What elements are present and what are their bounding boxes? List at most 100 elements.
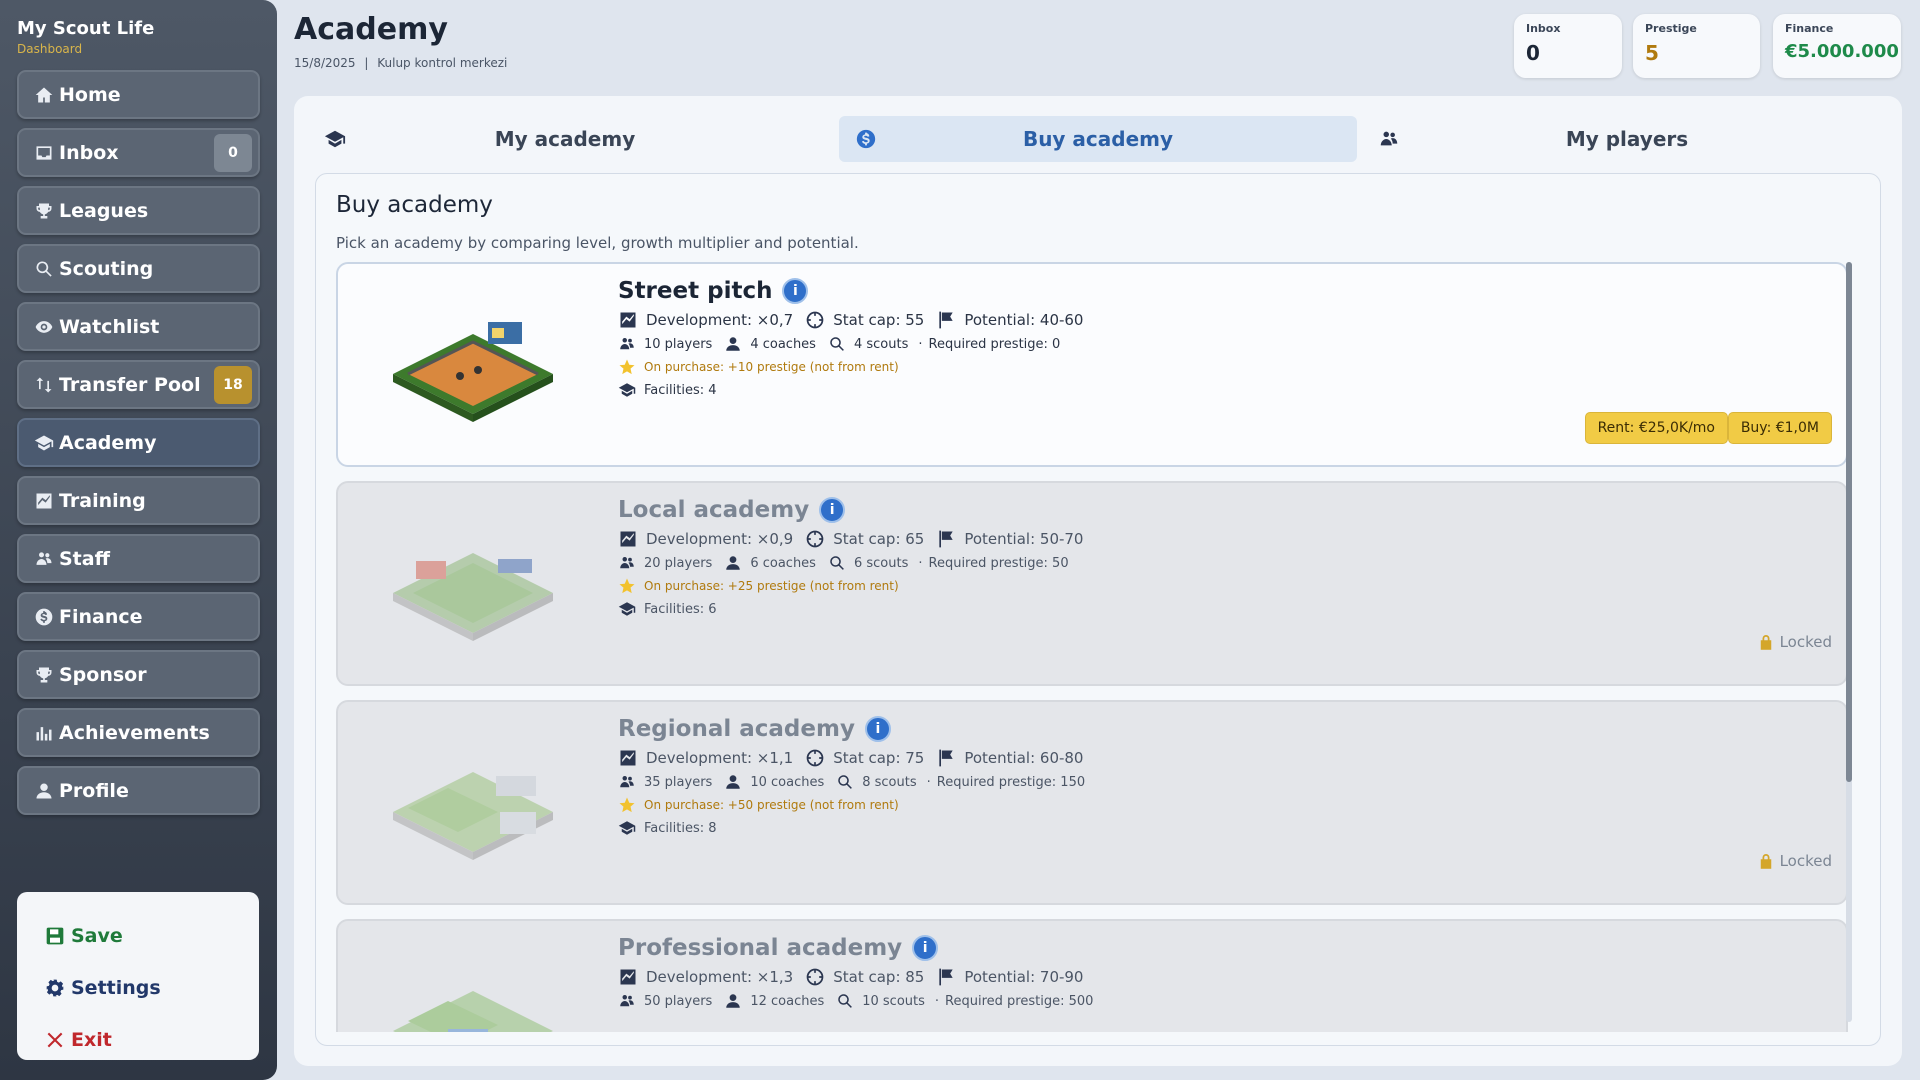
sidebar-item-label: Leagues [59,199,149,222]
stat-label: Finance [1785,22,1834,35]
sidebar-item-label: Achievements [59,721,210,744]
street-pitch-image [393,322,553,422]
players-count: 20 players [644,555,713,571]
sidebar-item-label: Finance [59,605,143,628]
page-subtitle: 15/8/2025 | Kulup kontrol merkezi [294,56,507,70]
tab-label: My academy [494,127,636,151]
chart-icon [618,310,638,330]
stat-cap-value: Stat cap: 85 [833,968,925,986]
staff-icon [33,548,55,570]
academy-capacity-row: 20 players 6 coaches 6 scouts · Required… [618,554,1083,572]
save-button[interactable]: Save [45,910,231,962]
user-icon [724,992,742,1010]
trophy-icon [33,200,55,222]
exit-button[interactable]: Exit [45,1014,231,1066]
players-count: 50 players [644,993,713,1009]
sidebar-item-scouting[interactable]: Scouting [17,244,260,293]
section-description: Pick an academy by comparing level, grow… [336,234,859,252]
sidebar-item-home[interactable]: Home [17,70,260,119]
facilities-count: Facilities: 6 [644,601,717,617]
sidebar-item-training[interactable]: Training [17,476,260,525]
purchase-bonus-row: On purchase: +25 prestige (not from rent… [618,577,1083,595]
sidebar-item-label: Home [59,83,121,106]
bar-chart-icon [33,722,55,744]
graduation-cap-icon [618,819,636,837]
chart-icon [618,748,638,768]
rent-button[interactable]: Rent: €25,0K/mo [1584,412,1728,444]
subtitle-separator: | [364,56,369,70]
user-icon [724,554,742,572]
locked-text: Locked [1779,633,1832,651]
academy-card-street-pitch[interactable]: Street pitch i Development: ×0,7 Stat ca… [336,262,1848,467]
eye-icon [33,316,55,338]
info-icon[interactable]: i [864,716,891,742]
stat-cap-value: Stat cap: 65 [833,530,925,548]
academy-card-professional-academy[interactable]: Professional academy i Development: ×1,3… [336,919,1848,1032]
academy-capacity-row: 35 players 10 coaches 8 scouts · Require… [618,773,1085,791]
finance-stat-value: €5.000.000 [1785,41,1899,62]
tab-buy-academy[interactable]: Buy academy [839,116,1357,162]
sidebar-item-inbox[interactable]: Inbox 0 [17,128,260,177]
staff-icon [618,554,636,572]
academy-name: Street pitch [618,278,773,304]
dollar-icon [33,606,55,628]
academy-list[interactable]: Street pitch i Development: ×0,7 Stat ca… [336,262,1852,1032]
settings-label: Settings [71,977,161,999]
section-title: Buy academy [336,192,493,218]
sidebar-item-staff[interactable]: Staff [17,534,260,583]
academy-card-regional-academy[interactable]: Regional academy i Development: ×1,1 Sta… [336,700,1848,905]
buy-button[interactable]: Buy: €1,0M [1727,412,1832,444]
flag-icon [936,529,956,549]
coaches-count: 12 coaches [750,993,825,1009]
chart-icon [618,967,638,987]
sidebar-item-profile[interactable]: Profile [17,766,260,815]
settings-button[interactable]: Settings [45,962,231,1014]
sidebar-item-finance[interactable]: Finance [17,592,260,641]
sidebar-item-label: Staff [59,547,110,570]
purchase-bonus-row: On purchase: +50 prestige (not from rent… [618,796,1085,814]
academy-name: Professional academy [618,935,903,961]
app-subtitle: Dashboard [17,42,83,56]
staff-icon [618,773,636,791]
user-icon [33,780,55,802]
sidebar-item-leagues[interactable]: Leagues [17,186,260,235]
professional-academy-image [393,991,553,1032]
locked-status: Locked [1759,852,1832,870]
tab-my-players[interactable]: My players [1377,116,1877,162]
home-icon [33,84,55,106]
players-count: 10 players [644,336,713,352]
stat-label: Inbox [1526,22,1561,35]
academy-stats-row: Development: ×1,1 Stat cap: 75 Potential… [618,748,1085,768]
tab-my-academy[interactable]: My academy [320,116,810,162]
inbox-stat-card[interactable]: Inbox 0 [1514,14,1622,78]
info-icon[interactable]: i [782,278,809,304]
search-icon [828,554,846,572]
crosshair-icon [805,529,825,549]
purchase-bonus: On purchase: +25 prestige (not from rent… [644,579,899,593]
lock-icon [1759,634,1773,650]
info-icon[interactable]: i [819,497,846,523]
potential-value: Potential: 50-70 [964,530,1084,548]
academy-stats-row: Development: ×0,9 Stat cap: 65 Potential… [618,529,1083,549]
scouts-count: 6 scouts [853,555,909,571]
sidebar-item-label: Transfer Pool [59,373,201,396]
academy-title: Regional academy i [618,716,1085,742]
inbox-stat-value: 0 [1526,41,1540,65]
sidebar-item-sponsor[interactable]: Sponsor [17,650,260,699]
scrollbar-thumb[interactable] [1846,262,1852,782]
sidebar-item-label: Sponsor [59,663,147,686]
page-title: Academy [294,12,448,47]
star-icon [618,358,636,376]
sidebar-item-watchlist[interactable]: Watchlist [17,302,260,351]
stat-label: Prestige [1645,22,1697,35]
academy-details: Local academy i Development: ×0,9 Stat c… [618,497,1083,618]
scouts-count: 4 scouts [853,336,909,352]
academy-list-scrollbar[interactable] [1846,262,1852,1022]
sidebar-item-academy[interactable]: Academy [17,418,260,467]
info-icon[interactable]: i [912,935,939,961]
academy-card-local-academy[interactable]: Local academy i Development: ×0,9 Stat c… [336,481,1848,686]
sidebar-item-achievements[interactable]: Achievements [17,708,260,757]
finance-stat-card: Finance €5.000.000 [1773,14,1901,78]
sidebar-item-transfer-pool[interactable]: Transfer Pool 18 [17,360,260,409]
regional-academy-image [393,772,553,860]
